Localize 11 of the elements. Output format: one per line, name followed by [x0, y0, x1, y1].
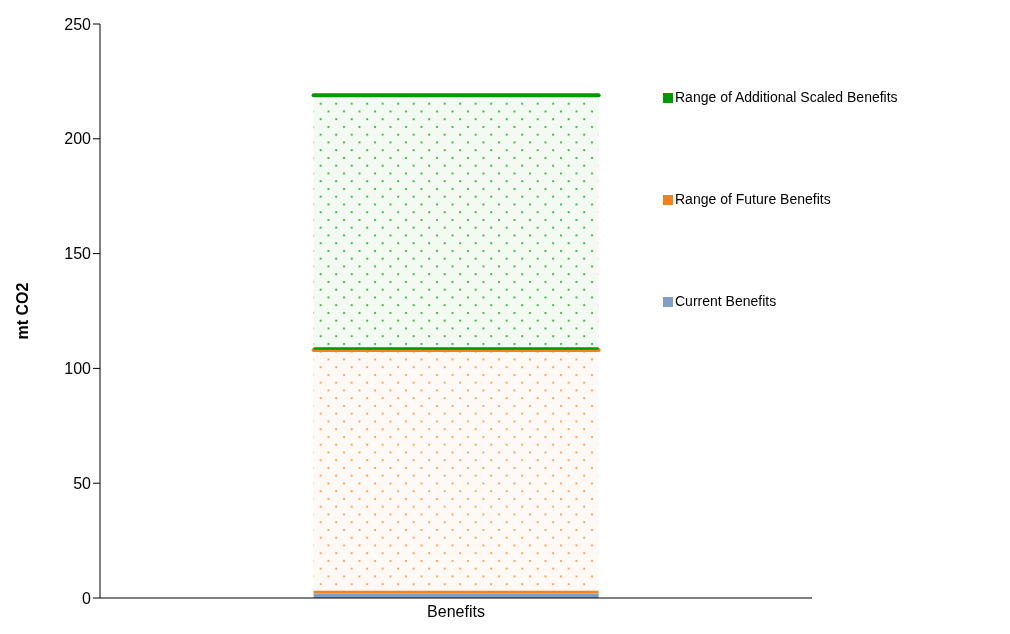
y-tick-label: 150: [64, 245, 92, 263]
legend-label: Range of Future Benefits: [675, 191, 831, 207]
y-axis-title: mt CO2: [13, 282, 31, 340]
y-tick-label: 250: [64, 15, 92, 33]
legend-label: Current Benefits: [675, 293, 777, 309]
y-tick-label: 200: [64, 130, 92, 148]
x-tick-label: Benefits: [427, 603, 485, 621]
legend-label: Range of Additional Scaled Benefits: [675, 89, 898, 105]
y-tick-label: 50: [73, 474, 92, 492]
y-tick-label: 0: [82, 589, 92, 607]
y-tick-label: 100: [64, 360, 92, 378]
